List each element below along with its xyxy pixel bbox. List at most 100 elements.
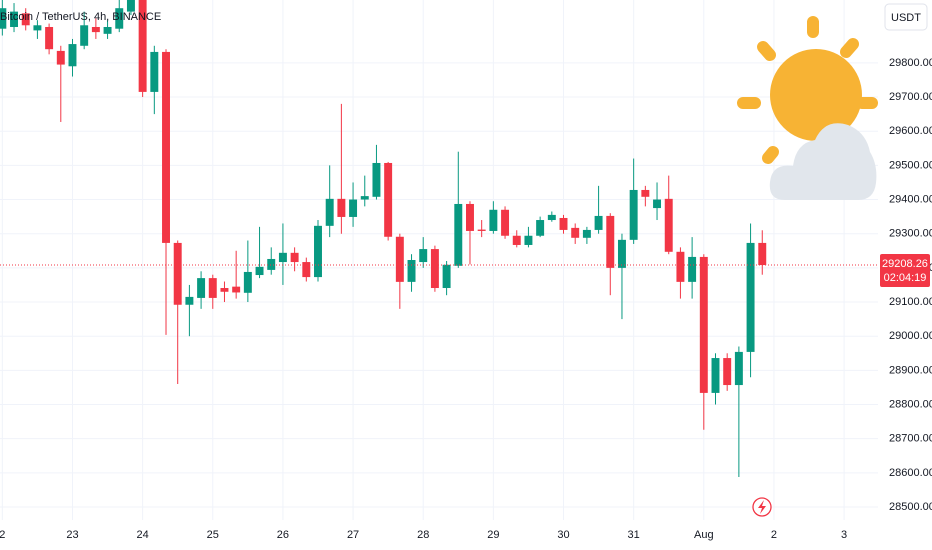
- x-tick-label: 29: [487, 529, 499, 541]
- candle-body: [45, 26, 54, 50]
- candle-body: [325, 198, 334, 226]
- candle-body: [723, 358, 732, 386]
- weather-icon: [737, 16, 878, 200]
- candle-body: [91, 26, 100, 33]
- candle-body: [629, 189, 638, 240]
- candle-body: [267, 258, 276, 270]
- candle-body: [278, 252, 287, 263]
- candle-body: [395, 236, 404, 282]
- x-tick-label: 25: [207, 529, 219, 541]
- candle-body: [454, 203, 463, 266]
- candle-body: [337, 198, 346, 217]
- x-tick-label: 24: [137, 529, 149, 541]
- y-tick-label: 29000.00: [889, 330, 932, 342]
- candle-body: [559, 217, 568, 230]
- y-tick-label: 29400.00: [889, 193, 932, 205]
- candle-body: [138, 0, 147, 92]
- candle-body: [746, 242, 755, 352]
- candle-body: [676, 251, 685, 282]
- grid: [0, 0, 878, 520]
- candle-body: [442, 264, 451, 289]
- candle-body: [407, 260, 416, 282]
- candle-body: [536, 220, 545, 236]
- y-tick-label: 28500.00: [889, 501, 932, 513]
- candle-body: [80, 25, 89, 46]
- candle-body: [173, 242, 182, 305]
- candle-body: [594, 215, 603, 230]
- candle-body: [21, 13, 30, 26]
- y-tick-label: 29100.00: [889, 296, 932, 308]
- x-tick-label: 31: [628, 529, 640, 541]
- last-price-label: 29208.26: [882, 258, 928, 270]
- candle-body: [126, 0, 135, 12]
- y-tick-label: 29300.00: [889, 228, 932, 240]
- candle-body: [512, 235, 521, 245]
- candle-body: [571, 227, 580, 238]
- currency-button[interactable]: [884, 3, 928, 31]
- candle-body: [68, 44, 77, 67]
- x-tick-label: 2: [771, 529, 777, 541]
- x-tick-label: Aug: [694, 529, 714, 541]
- candle-body: [477, 229, 486, 231]
- y-tick-label: 29800.00: [889, 57, 932, 69]
- candle-body: [103, 26, 112, 34]
- alert-icon[interactable]: [752, 497, 772, 517]
- candle-body: [758, 242, 767, 266]
- y-tick-label: 28900.00: [889, 364, 932, 376]
- candle-body: [501, 209, 510, 236]
- candle-body: [185, 296, 194, 305]
- candle-body: [734, 351, 743, 386]
- candle-body: [33, 25, 42, 31]
- candle-body: [711, 358, 720, 393]
- y-tick-label: 29500.00: [889, 159, 932, 171]
- candle-body: [688, 256, 697, 282]
- x-tick-label: 2: [0, 529, 5, 541]
- candle-body: [314, 225, 322, 278]
- y-tick-label: 28600.00: [889, 467, 932, 479]
- candle-body: [56, 50, 65, 65]
- y-tick-label: 28700.00: [889, 433, 932, 445]
- candle-body: [430, 249, 439, 289]
- candle-body: [10, 11, 19, 27]
- currency-label: USDT: [891, 12, 921, 24]
- candle-body: [243, 271, 252, 293]
- candle-body: [384, 162, 393, 237]
- candle-body: [466, 203, 474, 231]
- x-tick-label: 3: [841, 529, 847, 541]
- candle-body: [547, 214, 556, 221]
- candle-body: [232, 286, 241, 293]
- candle-body: [372, 162, 381, 197]
- candle-body: [208, 278, 217, 298]
- candle-body: [115, 8, 124, 29]
- candle-body: [290, 252, 299, 263]
- last-price-box: [880, 254, 930, 288]
- y-tick-label: 29700.00: [889, 91, 932, 103]
- candle-body: [582, 229, 591, 238]
- candle-body: [220, 288, 229, 292]
- candle-body: [617, 239, 626, 268]
- candle-body: [419, 249, 428, 263]
- candles: [0, 0, 767, 477]
- x-tick-label: 28: [417, 529, 429, 541]
- x-tick-label: 30: [557, 529, 569, 541]
- candle-body: [524, 235, 533, 245]
- candle-body: [197, 278, 206, 298]
- candle-body: [0, 8, 7, 29]
- x-tick-label: 23: [66, 529, 78, 541]
- y-tick-label: 28800.00: [889, 398, 932, 410]
- candle-body: [255, 266, 264, 276]
- candle-body: [162, 51, 170, 243]
- candle-body: [606, 215, 615, 268]
- candle-body: [489, 209, 498, 231]
- candle-body: [349, 199, 358, 217]
- candle-body: [653, 199, 662, 209]
- chart-title: Bitcoin / TetherUS, 4h, BINANCE: [0, 11, 161, 23]
- x-tick-label: 27: [347, 529, 359, 541]
- x-tick-label: 26: [277, 529, 289, 541]
- candle-body: [699, 256, 708, 393]
- candle-body: [150, 51, 159, 92]
- countdown-label: 02:04:19: [884, 272, 927, 284]
- y-tick-label: 29600.00: [889, 125, 932, 137]
- candle-body: [641, 189, 650, 197]
